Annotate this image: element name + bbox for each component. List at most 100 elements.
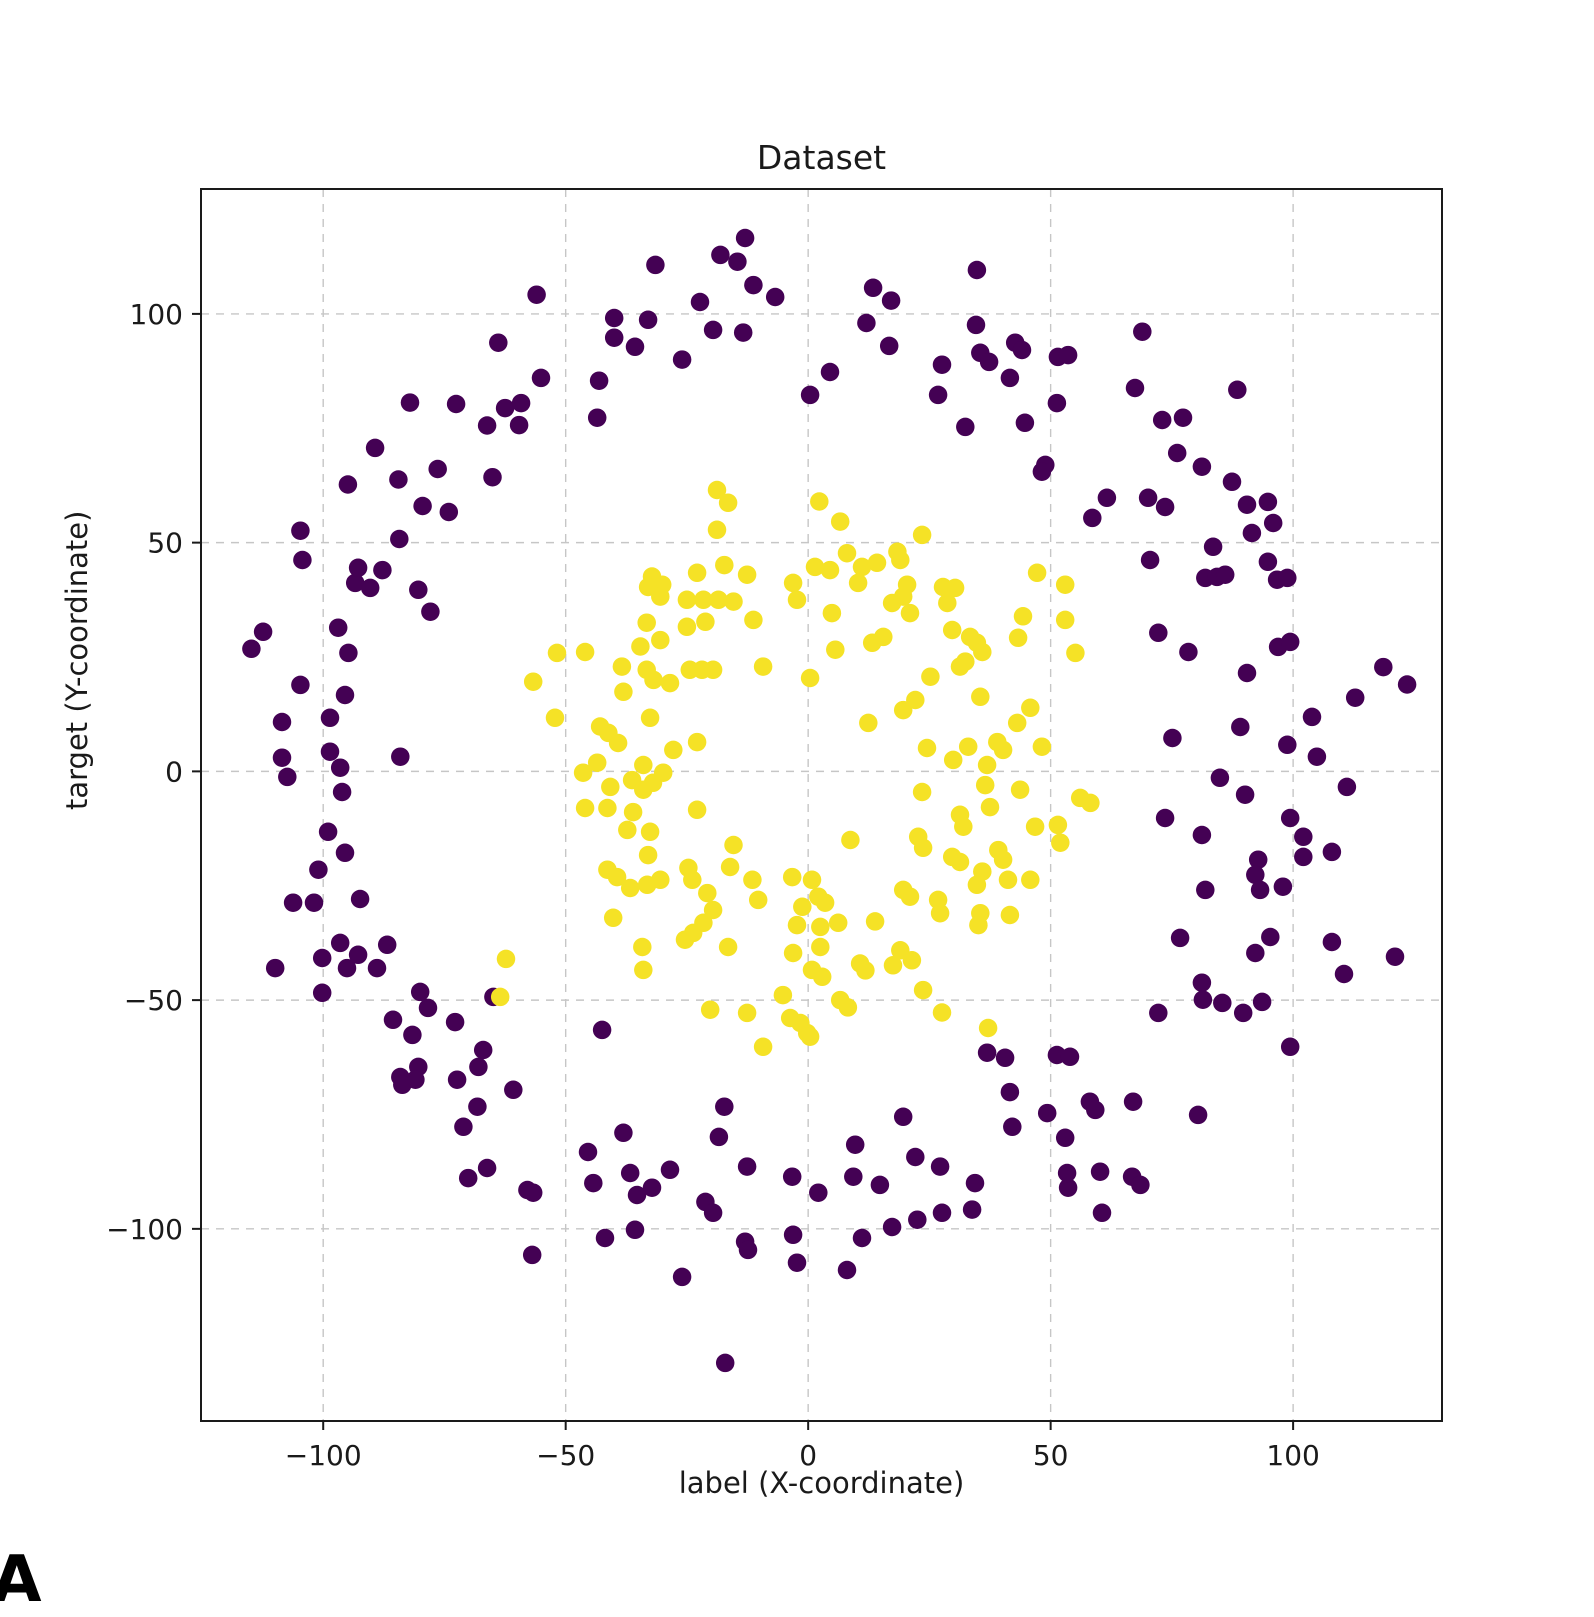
data-point: [473, 1040, 493, 1060]
data-point: [703, 320, 723, 340]
data-point: [828, 913, 848, 933]
data-point: [1192, 457, 1212, 476]
data-point: [634, 755, 653, 775]
data-point: [837, 543, 857, 563]
data-point: [660, 673, 680, 693]
data-point: [1155, 497, 1175, 517]
data-point: [1278, 568, 1297, 588]
data-point: [242, 639, 261, 659]
data-point: [805, 557, 825, 577]
data-point: [383, 1010, 403, 1030]
data-point: [637, 613, 656, 632]
data-point: [938, 593, 957, 613]
data-point: [820, 362, 840, 382]
data-point: [753, 657, 773, 676]
data-point: [724, 592, 743, 611]
data-point: [696, 612, 715, 632]
data-point: [1203, 537, 1223, 557]
data-point: [495, 398, 515, 418]
data-point: [578, 1142, 598, 1162]
data-point: [373, 560, 392, 580]
data-point: [278, 767, 297, 787]
data-point: [391, 747, 410, 766]
data-point: [852, 557, 872, 577]
data-point: [587, 408, 607, 427]
data-point: [1258, 552, 1278, 572]
data-point: [272, 712, 292, 732]
data-point: [912, 782, 932, 802]
data-point: [979, 352, 999, 372]
data-point: [930, 1157, 950, 1176]
data-point: [942, 620, 962, 640]
data-point: [1192, 973, 1212, 992]
data-point: [1237, 663, 1257, 683]
data-point: [309, 860, 328, 879]
data-point: [1334, 964, 1354, 984]
data-point: [715, 1353, 735, 1373]
data-point: [410, 982, 430, 1002]
data-point: [1196, 880, 1215, 900]
data-point: [882, 1217, 902, 1237]
data-point: [304, 893, 324, 912]
data-point: [1083, 508, 1102, 528]
data-point: [677, 590, 697, 610]
data-point: [837, 1260, 857, 1280]
x-axis-title: label (X-coordinate): [678, 1466, 965, 1500]
data-point: [845, 1135, 865, 1154]
data-point: [852, 1228, 872, 1248]
data-point: [531, 368, 551, 388]
x-tick-label: −50: [536, 1439, 595, 1472]
data-point: [908, 1210, 927, 1229]
data-point: [703, 660, 723, 680]
data-point: [421, 602, 440, 621]
data-point: [328, 618, 348, 637]
data-point: [409, 580, 428, 600]
data-point: [1231, 717, 1250, 737]
data-point: [891, 550, 910, 570]
data-point: [812, 967, 832, 987]
data-point: [800, 1027, 820, 1046]
data-point: [856, 961, 875, 980]
data-point: [1125, 378, 1145, 398]
data-point: [1081, 793, 1100, 813]
data-point: [1057, 1163, 1077, 1183]
data-point: [575, 642, 595, 662]
data-point: [454, 1117, 473, 1137]
data-point: [815, 893, 835, 912]
data-point: [627, 1185, 647, 1205]
data-point: [1123, 1092, 1143, 1111]
data-point: [962, 1200, 982, 1219]
data-point: [1250, 880, 1270, 900]
data-point: [672, 350, 692, 369]
data-point: [737, 1157, 757, 1176]
data-point: [977, 755, 997, 775]
data-point: [1138, 488, 1158, 508]
data-point: [1235, 785, 1255, 804]
data-point: [1215, 565, 1235, 584]
data-point: [966, 315, 986, 335]
data-point: [522, 1245, 542, 1265]
data-point: [787, 1253, 807, 1272]
data-point: [967, 875, 987, 895]
data-point: [744, 275, 763, 295]
data-point: [724, 835, 743, 855]
data-point: [709, 590, 728, 610]
data-point: [272, 748, 292, 767]
data-point: [633, 937, 652, 957]
data-point: [350, 889, 370, 909]
data-point: [403, 1025, 422, 1045]
data-point: [913, 980, 933, 1000]
data-point: [1066, 643, 1085, 663]
data-point: [1055, 1128, 1075, 1148]
data-point: [293, 550, 312, 570]
data-point: [660, 1160, 680, 1180]
data-point: [413, 496, 432, 516]
data-point: [1032, 462, 1052, 481]
data-point: [489, 333, 508, 352]
axes-spines: [200, 188, 1443, 1422]
data-point: [620, 878, 640, 898]
data-point: [870, 1175, 890, 1195]
series-class-0-outer-ring: [242, 228, 1417, 1373]
y-tick-label: 0: [165, 755, 183, 788]
data-point: [1007, 713, 1027, 733]
